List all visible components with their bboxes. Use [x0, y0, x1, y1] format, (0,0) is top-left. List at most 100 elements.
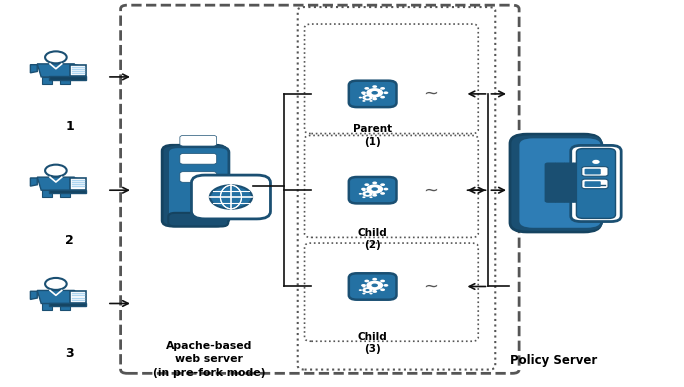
Text: Apache-based
web server
(in pre-fork mode): Apache-based web server (in pre-fork mod…: [153, 341, 265, 378]
Circle shape: [384, 188, 389, 190]
Circle shape: [369, 93, 373, 95]
FancyBboxPatch shape: [180, 172, 217, 182]
Circle shape: [363, 95, 373, 100]
Circle shape: [380, 288, 385, 291]
Circle shape: [372, 98, 377, 100]
Polygon shape: [30, 178, 37, 186]
Text: ~: ~: [423, 181, 438, 199]
Text: ~: ~: [423, 85, 438, 103]
FancyBboxPatch shape: [562, 163, 575, 203]
FancyBboxPatch shape: [304, 24, 478, 134]
Circle shape: [363, 93, 365, 95]
Circle shape: [380, 280, 385, 283]
Circle shape: [369, 196, 373, 198]
Polygon shape: [75, 65, 83, 73]
Circle shape: [361, 91, 366, 94]
Circle shape: [380, 183, 385, 186]
FancyBboxPatch shape: [510, 134, 601, 232]
Polygon shape: [49, 190, 86, 193]
FancyBboxPatch shape: [1, 2, 683, 379]
Polygon shape: [49, 76, 86, 80]
Circle shape: [365, 192, 369, 195]
Circle shape: [365, 289, 369, 291]
FancyBboxPatch shape: [180, 135, 217, 146]
Circle shape: [363, 286, 365, 288]
Circle shape: [359, 97, 362, 98]
Circle shape: [45, 51, 66, 63]
FancyBboxPatch shape: [518, 137, 602, 229]
Text: 3: 3: [65, 347, 74, 360]
Polygon shape: [37, 64, 75, 77]
Polygon shape: [30, 65, 37, 73]
Text: 2: 2: [65, 234, 74, 247]
Circle shape: [359, 193, 362, 195]
Polygon shape: [30, 291, 37, 300]
Circle shape: [372, 290, 377, 293]
Circle shape: [210, 185, 252, 209]
Polygon shape: [70, 65, 86, 76]
Circle shape: [369, 100, 373, 102]
Circle shape: [365, 183, 369, 186]
Circle shape: [373, 193, 376, 195]
FancyBboxPatch shape: [349, 273, 397, 300]
Circle shape: [363, 191, 373, 197]
Text: 1: 1: [65, 120, 74, 134]
Circle shape: [372, 85, 377, 88]
Circle shape: [366, 88, 383, 98]
Circle shape: [359, 289, 362, 291]
Circle shape: [363, 190, 365, 191]
Polygon shape: [60, 77, 70, 84]
Circle shape: [592, 160, 600, 164]
Circle shape: [361, 188, 366, 190]
Circle shape: [369, 286, 373, 288]
Text: ~: ~: [423, 277, 438, 296]
FancyBboxPatch shape: [168, 213, 228, 226]
Circle shape: [45, 164, 66, 176]
Text: Policy Server: Policy Server: [510, 354, 597, 368]
FancyBboxPatch shape: [304, 135, 478, 237]
FancyBboxPatch shape: [162, 145, 226, 226]
Circle shape: [384, 284, 389, 287]
Polygon shape: [70, 291, 86, 303]
Circle shape: [380, 96, 385, 99]
FancyBboxPatch shape: [582, 167, 608, 176]
Polygon shape: [75, 178, 83, 186]
FancyBboxPatch shape: [577, 149, 616, 218]
Circle shape: [365, 193, 369, 195]
Polygon shape: [37, 290, 75, 303]
FancyBboxPatch shape: [585, 181, 601, 187]
FancyBboxPatch shape: [544, 163, 557, 203]
Circle shape: [372, 278, 377, 281]
Circle shape: [372, 182, 377, 184]
FancyBboxPatch shape: [168, 147, 229, 224]
Polygon shape: [60, 303, 70, 310]
Circle shape: [45, 278, 66, 290]
Circle shape: [373, 97, 376, 98]
Polygon shape: [60, 190, 70, 197]
Text: Child
(2): Child (2): [358, 228, 388, 250]
Circle shape: [365, 280, 369, 283]
FancyBboxPatch shape: [349, 80, 397, 107]
Circle shape: [365, 288, 369, 291]
Circle shape: [380, 87, 385, 90]
FancyBboxPatch shape: [582, 179, 608, 189]
Circle shape: [366, 281, 383, 290]
Circle shape: [369, 293, 373, 295]
FancyBboxPatch shape: [585, 169, 601, 175]
Circle shape: [363, 293, 365, 295]
Polygon shape: [49, 303, 86, 306]
Circle shape: [365, 87, 369, 90]
Polygon shape: [37, 177, 75, 190]
Circle shape: [371, 91, 378, 94]
Polygon shape: [42, 190, 52, 197]
FancyBboxPatch shape: [570, 146, 621, 221]
FancyBboxPatch shape: [304, 243, 478, 341]
Polygon shape: [70, 178, 86, 190]
FancyBboxPatch shape: [180, 154, 217, 164]
Circle shape: [365, 96, 369, 99]
FancyBboxPatch shape: [192, 175, 270, 219]
Circle shape: [384, 91, 389, 94]
FancyBboxPatch shape: [553, 163, 566, 203]
Circle shape: [361, 284, 366, 287]
Circle shape: [365, 96, 369, 99]
